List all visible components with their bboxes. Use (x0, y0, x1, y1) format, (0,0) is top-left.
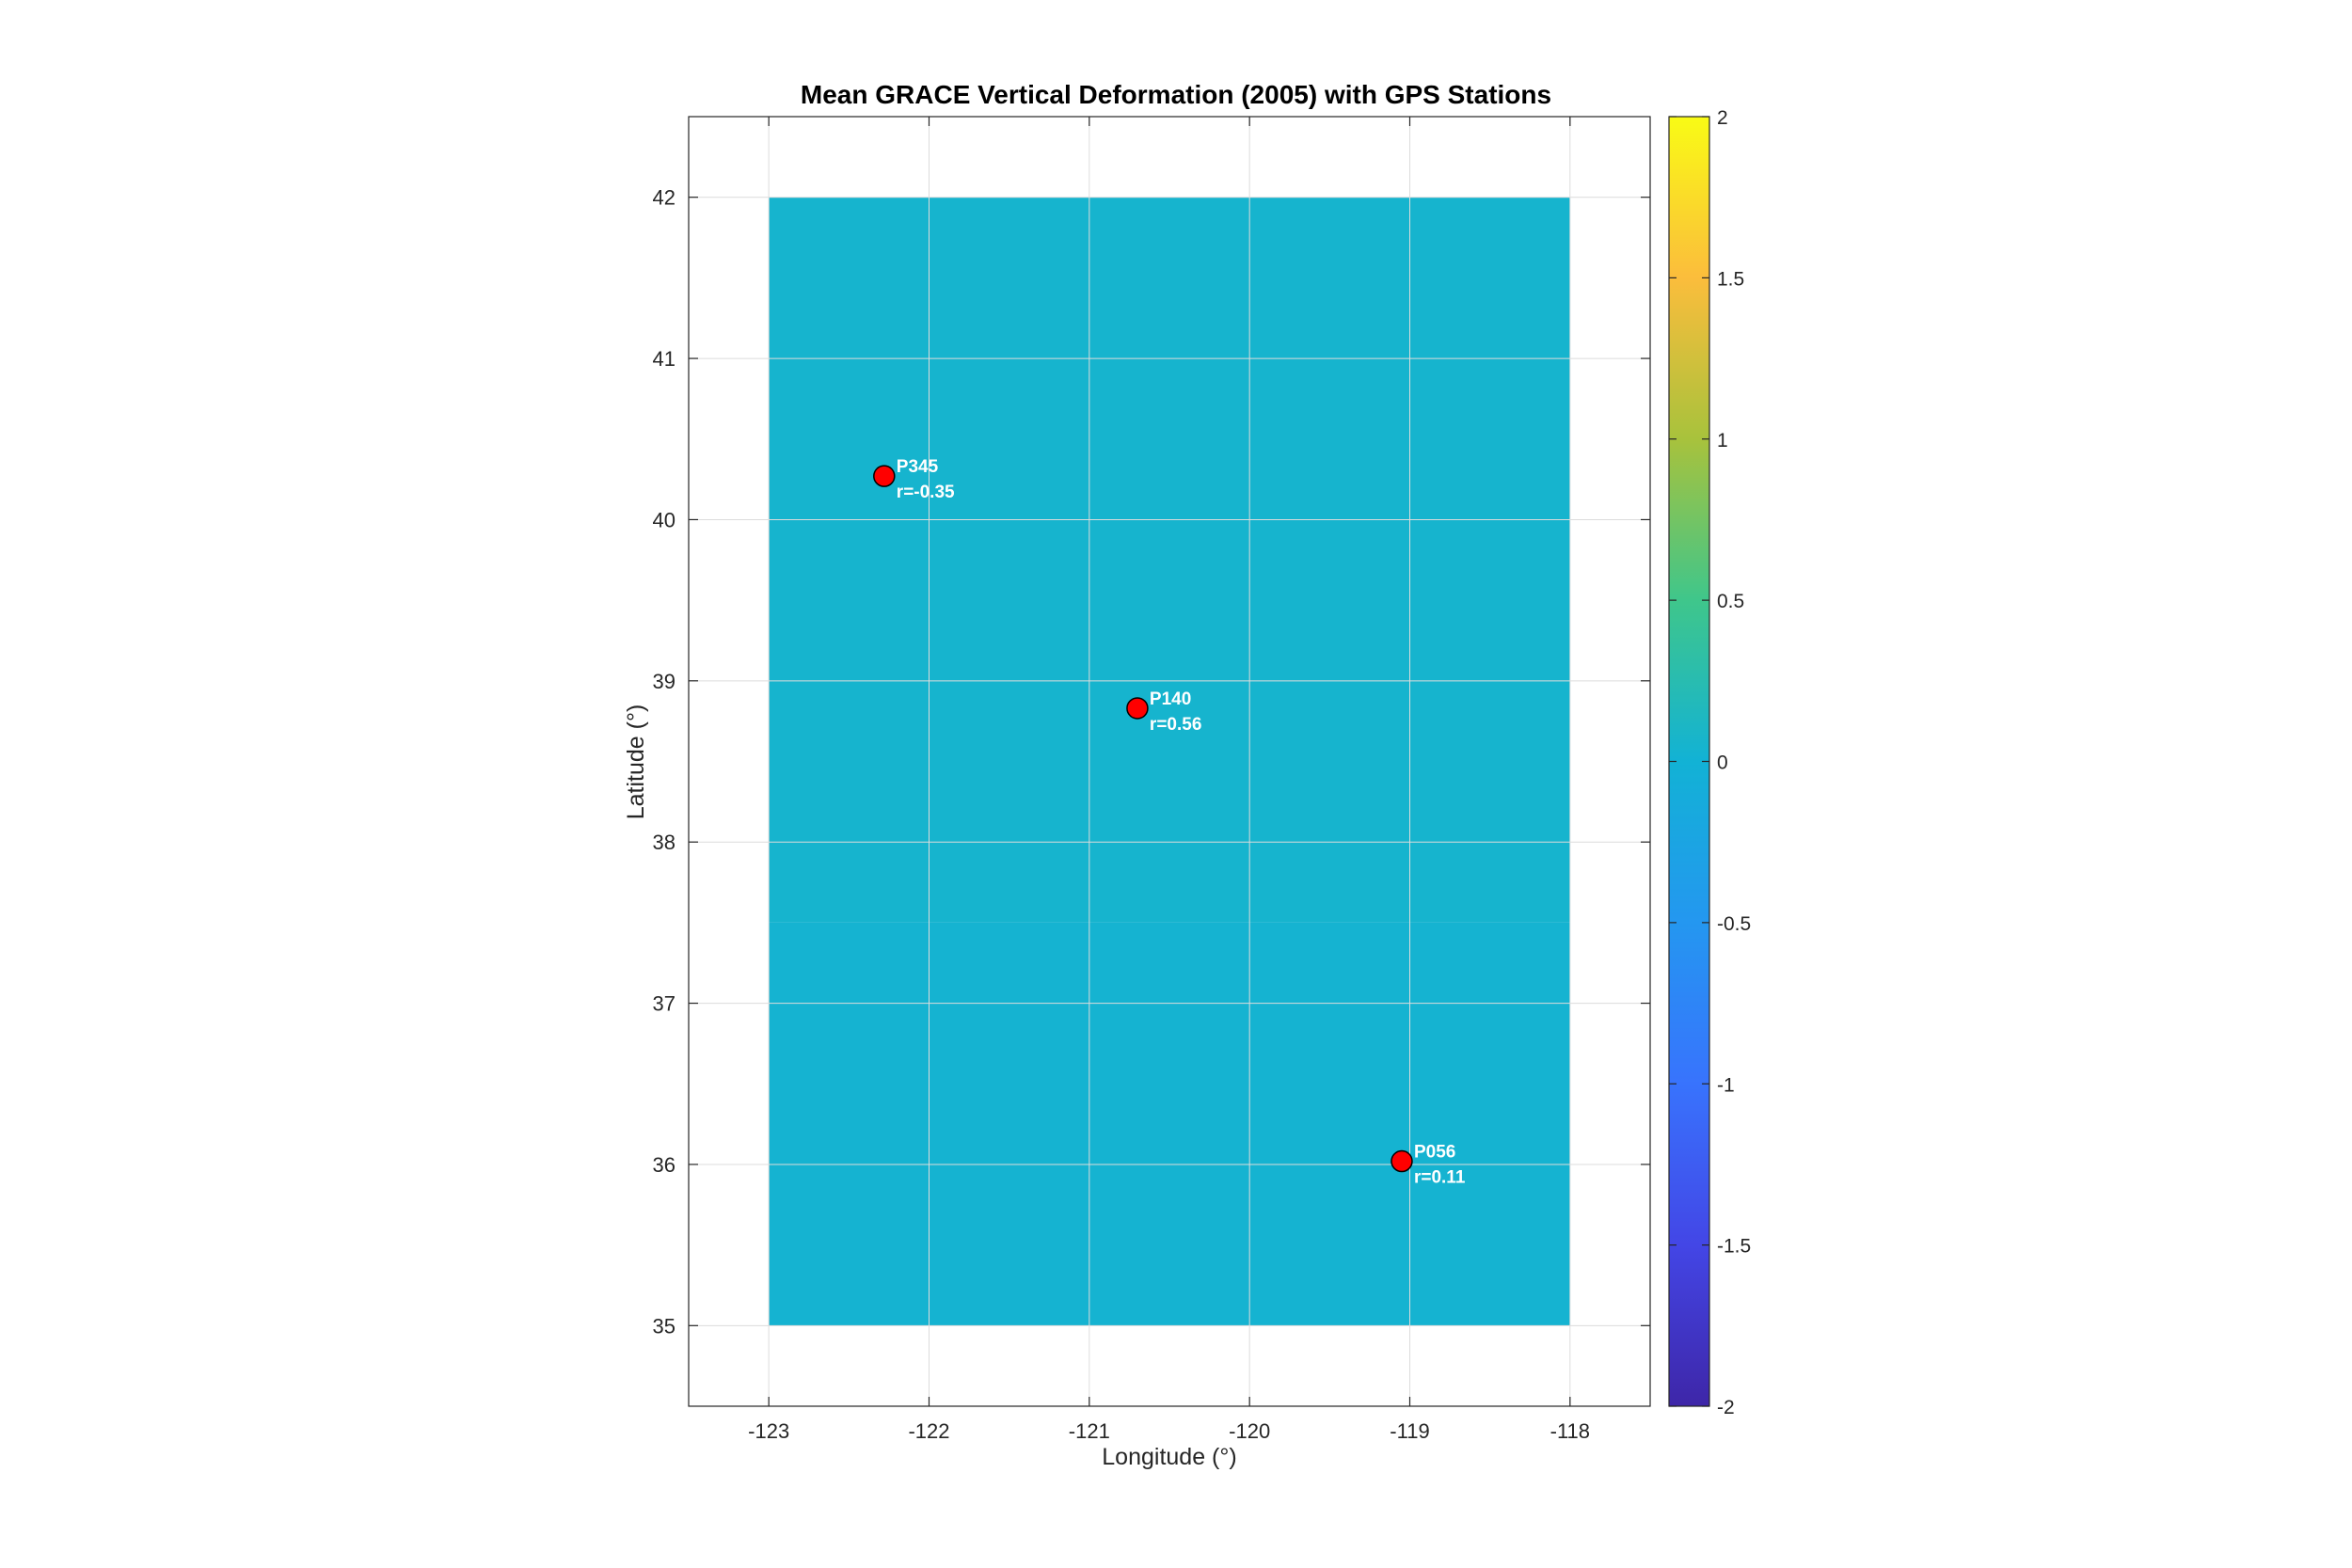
y-axis-label: Latitude (°) (623, 705, 649, 820)
colorbar-tick-label: -1.5 (1717, 1236, 1751, 1258)
heatmap-cell (769, 922, 1570, 1326)
y-tick-label: 38 (653, 831, 675, 854)
station-name-p345: P345 (897, 457, 939, 477)
x-tick-label: -123 (748, 1419, 789, 1443)
colorbar: -2 -1.5 -1 -0.5 0 0.5 1 1.5 2 (1668, 107, 1751, 1418)
heatmap-cell (769, 197, 1570, 923)
colorbar-tick-label: -2 (1717, 1397, 1735, 1418)
colorbar-tick-label: 0 (1717, 752, 1728, 774)
station-marker-p140 (1126, 697, 1149, 720)
colorbar-tick-label: 1 (1717, 430, 1728, 451)
colorbar-tick-label: 1.5 (1717, 268, 1744, 290)
y-tick-label: 39 (653, 670, 675, 693)
station-marker-p345 (873, 465, 896, 487)
y-tick-label: 40 (653, 508, 675, 531)
x-axis-ticks: -123 -122 -121 -120 -119 -118 (748, 117, 1590, 1443)
heatmap-field (769, 197, 1570, 1326)
chart-title: Mean GRACE Vertical Deformation (2005) w… (801, 80, 1551, 109)
station-corr-p140: r=0.56 (1150, 715, 1201, 735)
station-corr-p345: r=-0.35 (897, 483, 955, 502)
grid-lines (689, 117, 1650, 1406)
plot-frame (688, 116, 1651, 1407)
y-tick-label: 36 (653, 1153, 675, 1177)
y-tick-label: 42 (653, 186, 675, 210)
gps-stations: P345 r=-0.35 P140 r=0.56 P056 r=0.11 (873, 457, 1466, 1188)
y-tick-label: 35 (653, 1314, 675, 1338)
colorbar-tick-label: -0.5 (1717, 913, 1751, 935)
plot-axes: -123 -122 -121 -120 -119 -118 35 36 37 38 39 40 41 4… (653, 116, 1651, 1443)
x-axis-label: Longitude (°) (1102, 1444, 1236, 1470)
x-tick-label: -122 (908, 1419, 949, 1443)
colorbar-tick-label: -1 (1717, 1074, 1735, 1096)
y-tick-label: 41 (653, 347, 675, 371)
y-tick-label: 37 (653, 992, 675, 1016)
colorbar-ticks: -2 -1.5 -1 -0.5 0 0.5 1 1.5 2 (1669, 107, 1751, 1418)
colorbar-tick-label: 2 (1717, 107, 1728, 129)
station-corr-p056: r=0.11 (1414, 1168, 1466, 1188)
y-axis-ticks: 35 36 37 38 39 40 41 42 (653, 186, 1650, 1338)
x-tick-label: -121 (1069, 1419, 1110, 1443)
x-tick-label: -119 (1390, 1419, 1429, 1443)
x-tick-label: -118 (1550, 1419, 1590, 1443)
station-name-p140: P140 (1150, 689, 1191, 709)
station-marker-p056 (1391, 1149, 1413, 1173)
x-tick-label: -120 (1229, 1419, 1270, 1443)
station-name-p056: P056 (1414, 1143, 1455, 1163)
colorbar-tick-label: 0.5 (1717, 591, 1744, 612)
